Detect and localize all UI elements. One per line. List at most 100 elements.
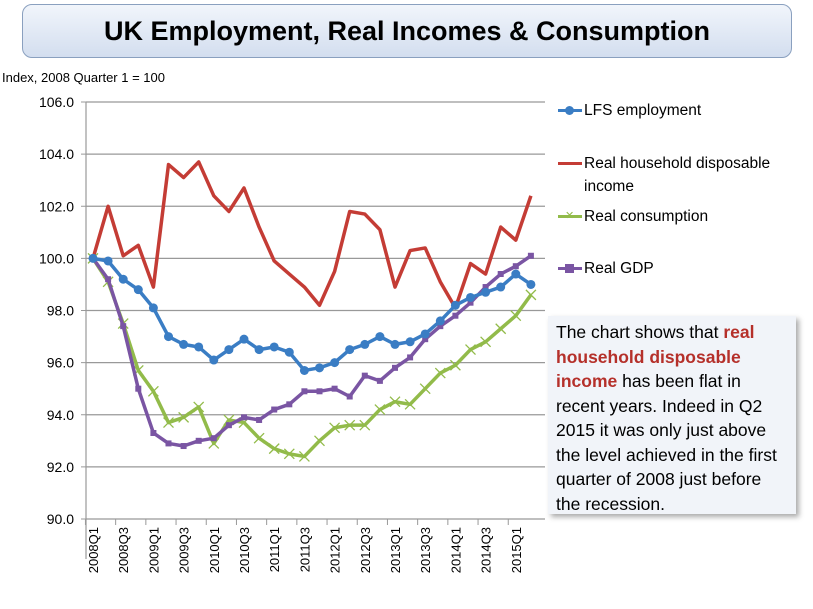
x-tick-label: 2014Q3 — [479, 527, 494, 573]
data-point — [452, 312, 459, 319]
data-point — [497, 271, 504, 278]
x-tick-label: 2008Q1 — [86, 527, 101, 573]
x-tick-label: 2011Q1 — [267, 527, 282, 572]
data-point — [467, 299, 474, 306]
data-point — [195, 437, 202, 444]
x-tick-label: 2014Q1 — [448, 527, 463, 573]
legend-label: Real GDP — [584, 260, 654, 277]
legend-item: LFS employment — [558, 99, 813, 122]
data-point — [495, 323, 507, 335]
data-point — [496, 282, 506, 292]
legend-swatch — [558, 106, 582, 115]
x-tick-label: 2011Q3 — [297, 527, 312, 572]
data-point — [314, 435, 325, 447]
legend-label: Real household disposable income — [584, 155, 771, 195]
x-tick-label: 2010Q1 — [207, 527, 222, 573]
data-point — [118, 274, 128, 284]
data-point — [331, 385, 338, 392]
data-point — [254, 345, 264, 355]
data-point — [389, 396, 401, 408]
data-point — [450, 300, 460, 310]
x-tick-label: 2013Q1 — [388, 527, 403, 573]
annotation-box: The chart shows that real household disp… — [548, 316, 796, 514]
data-point — [88, 253, 98, 263]
y-tick-label: 100.0 — [39, 250, 74, 266]
data-point — [315, 363, 324, 373]
data-point — [284, 347, 294, 357]
y-tick-label: 106.0 — [39, 94, 74, 110]
y-tick-label: 94.0 — [47, 407, 74, 423]
data-point — [510, 310, 522, 322]
data-point — [241, 414, 247, 421]
data-point — [147, 385, 159, 397]
x-tick-label: 2012Q3 — [358, 527, 373, 573]
data-point — [180, 443, 187, 450]
data-point — [135, 385, 142, 392]
data-point — [210, 435, 217, 442]
data-point — [150, 429, 157, 436]
data-point — [316, 388, 323, 395]
legend-item: Real GDP — [558, 257, 813, 280]
data-point — [512, 263, 519, 270]
data-point — [344, 419, 356, 431]
data-point — [179, 339, 189, 349]
data-point — [527, 252, 534, 259]
data-point — [193, 401, 205, 413]
legend-swatch: ✕ — [558, 210, 582, 222]
legend-item: ✕ Real consumption — [558, 205, 813, 228]
x-tick-label: 2013Q3 — [418, 527, 433, 573]
data-point — [286, 401, 293, 408]
data-point — [480, 336, 492, 348]
y-tick-label: 92.0 — [47, 459, 74, 475]
note-highlight: real household disposable income — [556, 322, 755, 391]
data-point — [511, 269, 521, 279]
data-point — [376, 377, 383, 384]
data-point — [301, 388, 308, 395]
y-tick-label: 90.0 — [47, 511, 74, 527]
x-tick-label: 2015Q1 — [509, 527, 524, 573]
x-tick-label: 2009Q3 — [177, 527, 192, 573]
y-tick-label: 104.0 — [39, 146, 74, 162]
data-point — [435, 316, 445, 326]
data-point — [148, 303, 158, 313]
data-point — [390, 339, 400, 349]
data-point — [239, 334, 249, 344]
y-tick-label: 98.0 — [47, 303, 74, 319]
x-tick-label: 2009Q1 — [146, 527, 161, 573]
y-tick-label: 102.0 — [39, 198, 74, 214]
y-tick-label: 96.0 — [47, 355, 74, 371]
y-axis-label: Index, 2008 Quarter 1 = 100 — [2, 70, 165, 85]
data-point — [103, 256, 113, 266]
chart-title: UK Employment, Real Incomes & Consumptio… — [22, 4, 792, 58]
data-point — [419, 383, 431, 395]
data-point — [253, 432, 265, 444]
data-point — [178, 411, 190, 423]
data-point — [163, 417, 174, 429]
note-text-end: has been flat in recent years. Indeed in… — [556, 371, 777, 514]
data-point — [329, 422, 341, 434]
data-point — [361, 372, 368, 379]
data-point — [359, 419, 371, 431]
legend-swatch — [558, 162, 582, 165]
data-point — [422, 336, 429, 343]
data-point — [299, 365, 309, 375]
data-point — [346, 393, 353, 400]
data-point — [225, 422, 232, 429]
data-point — [407, 354, 414, 361]
data-point — [194, 342, 204, 352]
legend-item: Real household disposable income — [558, 152, 804, 198]
data-point — [525, 289, 537, 301]
data-point — [449, 359, 461, 371]
data-point — [420, 329, 430, 339]
data-point — [120, 323, 127, 330]
data-point — [345, 345, 355, 355]
series-line-real-household-disposable-income — [91, 160, 533, 310]
data-point — [256, 416, 263, 423]
data-point — [404, 398, 416, 410]
data-point — [437, 323, 444, 330]
data-point — [283, 448, 295, 460]
data-point — [209, 355, 219, 365]
data-point — [434, 367, 446, 379]
data-point — [481, 287, 491, 297]
